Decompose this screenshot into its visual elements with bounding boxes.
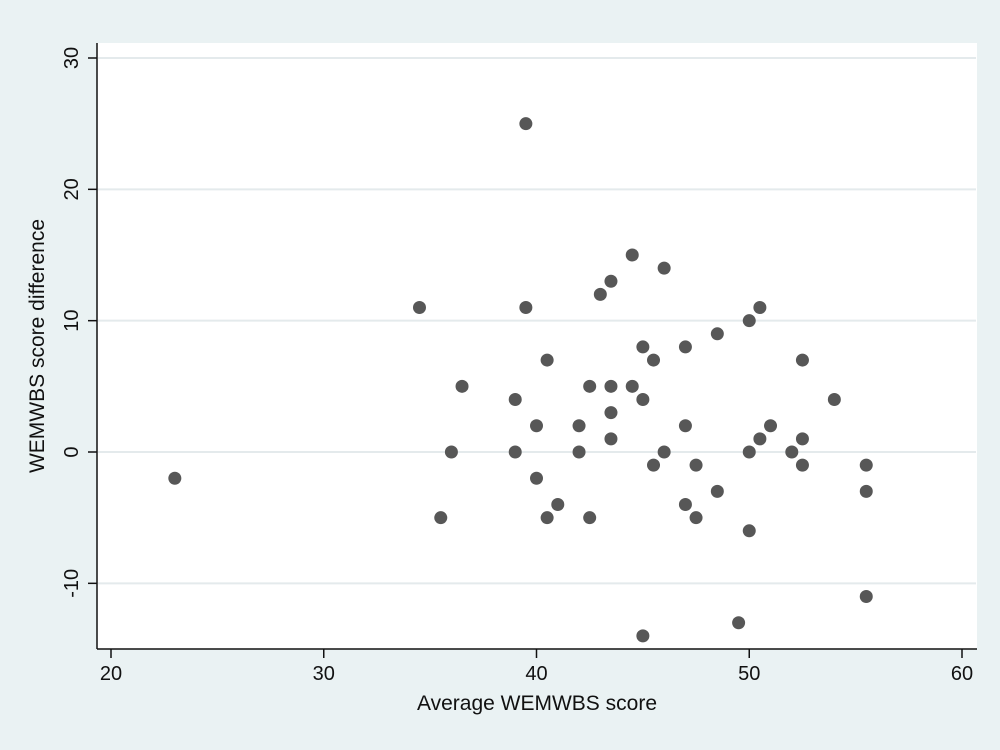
data-point [604,274,618,288]
plot-area [97,43,977,649]
data-point [859,484,873,498]
data-point [519,301,533,315]
data-point [764,419,778,433]
data-point [710,327,724,341]
y-tick-label: 30 [61,47,83,69]
x-tick-label: 50 [738,663,760,685]
y-tick-label: 10 [61,310,83,332]
data-point [530,471,543,485]
x-tick-label: 60 [951,663,973,685]
data-point [540,511,554,525]
data-point [678,498,692,512]
data-point [444,445,458,459]
data-point [795,353,809,367]
data-point [625,379,639,393]
data-point [519,117,533,131]
data-point [689,458,703,472]
data-point [168,471,182,485]
data-point [795,432,809,446]
grid-lines [98,57,976,585]
data-point [859,589,873,603]
data-point [657,261,671,275]
data-point [742,524,756,538]
data-point [604,406,618,420]
data-point [593,287,607,301]
data-point [678,340,692,354]
data-point [636,392,650,406]
data-point [827,392,841,406]
x-axis-ticks: 20 30 40 50 60 [100,649,973,685]
data-point [636,340,650,354]
data-point [508,392,522,406]
data-point [859,458,873,472]
data-point [551,498,565,512]
x-axis-title: Average WEMWBS score [417,692,657,715]
data-point [647,353,661,367]
data-point [625,248,639,262]
x-tick-label: 20 [100,663,122,685]
data-point [434,511,448,525]
y-axis-title: WEMWBS score difference [26,219,49,473]
data-point [583,379,597,393]
data-point [732,616,746,630]
data-point [742,445,756,459]
y-tick-label: 0 [61,446,83,457]
y-tick-label: 20 [61,178,83,200]
data-point [742,314,756,328]
data-point [689,511,703,525]
data-point [540,353,554,367]
data-point [657,445,671,459]
data-point [530,419,543,433]
data-point [455,379,469,393]
data-point [795,458,809,472]
data-point [508,445,522,459]
x-tick-label: 40 [525,663,547,685]
y-tick-label: -10 [61,569,83,598]
data-point [604,379,618,393]
data-point [572,445,586,459]
data-point [583,511,597,525]
x-tick-label: 30 [313,663,335,685]
data-point [604,432,618,446]
data-point [753,432,767,446]
data-point [636,629,650,643]
data-point [572,419,586,433]
y-axis-ticks: -10 0 10 20 30 [61,47,97,598]
data-points [168,117,873,643]
data-point [753,301,767,315]
data-point [785,445,799,459]
data-point [678,419,692,433]
data-point [647,458,661,472]
data-point [412,301,426,315]
data-point [710,484,724,498]
